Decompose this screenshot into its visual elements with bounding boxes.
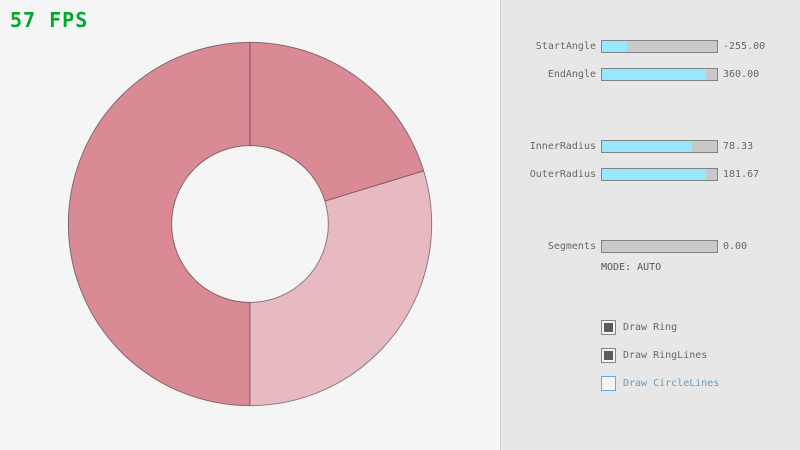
- end-angle-row: EndAngle 360.00: [501, 68, 800, 81]
- outer-radius-label: OuterRadius: [529, 169, 596, 180]
- segments-value: 0.00: [723, 241, 748, 252]
- drawing-canvas: 57 FPS: [10, 8, 433, 407]
- inner-radius-value: 78.33: [723, 141, 754, 152]
- segments-slider[interactable]: [601, 240, 718, 253]
- outer-radius-row: OuterRadius 181.67: [501, 168, 800, 181]
- end-angle-label: EndAngle: [547, 69, 596, 80]
- start-angle-label: StartAngle: [535, 41, 596, 52]
- inner-radius-row: InnerRadius 78.33: [501, 140, 800, 153]
- ring-graphic: [67, 41, 433, 407]
- draw-ring-checkbox[interactable]: [601, 320, 616, 335]
- checkbox-check-mark: [604, 351, 613, 360]
- inner-radius-label: InnerRadius: [529, 141, 596, 152]
- segments-mode-text: MODE: AUTO: [601, 262, 662, 273]
- slider-fill: [602, 41, 627, 52]
- draw-ring-lines-row: Draw RingLines: [501, 348, 800, 363]
- draw-circle-lines-label: Draw CircleLines: [623, 378, 720, 389]
- outer-radius-value: 181.67: [723, 169, 760, 180]
- draw-ring-row: Draw Ring: [501, 320, 800, 335]
- start-angle-value: -255.00: [723, 41, 766, 52]
- draw-ring-label: Draw Ring: [623, 322, 678, 333]
- draw-circle-lines-row: Draw CircleLines: [501, 376, 800, 391]
- segments-label: Segments: [547, 241, 596, 252]
- draw-ring-lines-label: Draw RingLines: [623, 350, 708, 361]
- end-angle-slider[interactable]: [601, 68, 718, 81]
- start-angle-row: StartAngle -255.00: [501, 40, 800, 53]
- draw-ring-lines-checkbox[interactable]: [601, 348, 616, 363]
- slider-fill: [602, 69, 706, 80]
- draw-circle-lines-checkbox[interactable]: [601, 376, 616, 391]
- slider-fill: [602, 141, 693, 152]
- checkbox-check-mark: [604, 323, 613, 332]
- inner-radius-slider[interactable]: [601, 140, 718, 153]
- segments-row: Segments 0.00: [501, 240, 800, 253]
- start-angle-slider[interactable]: [601, 40, 718, 53]
- fps-counter: 57 FPS: [10, 8, 89, 32]
- controls-panel: StartAngle -255.00 EndAngle 360.00 Inner…: [500, 0, 800, 450]
- end-angle-value: 360.00: [723, 69, 760, 80]
- outer-radius-slider[interactable]: [601, 168, 718, 181]
- slider-fill: [602, 169, 707, 180]
